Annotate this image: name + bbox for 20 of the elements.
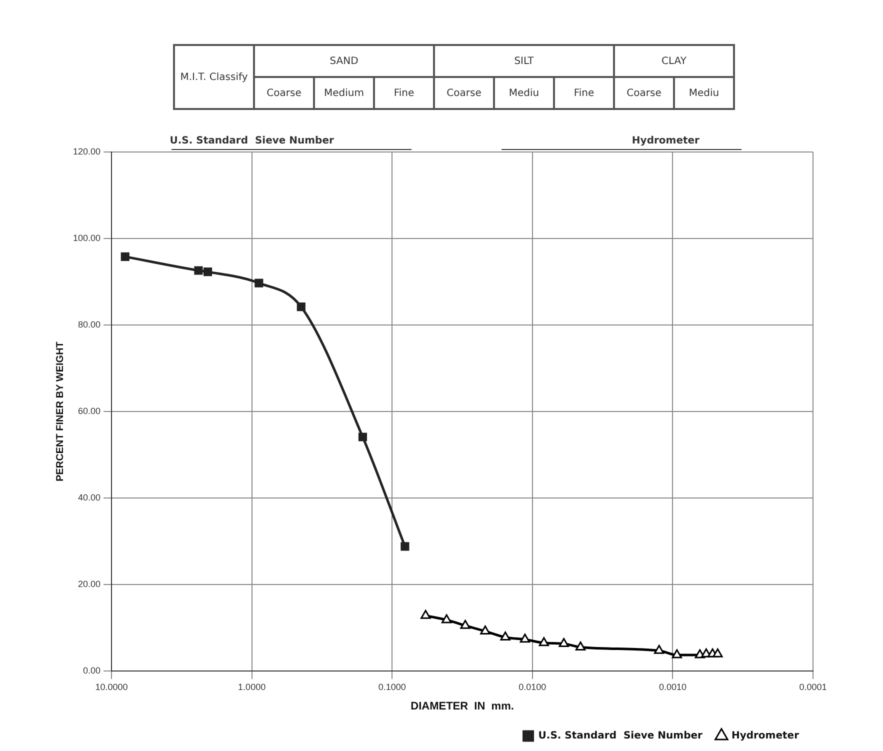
legend-label: Hydrometer — [731, 730, 800, 742]
y-tick-label: 60.00 — [78, 406, 101, 416]
legend-label: U.S. Standard Sieve Number — [538, 730, 703, 742]
y-tick-label: 100.00 — [72, 232, 101, 243]
text: U.S. Standard Sieve Number — [170, 136, 334, 147]
x-tick-label: 0.0100 — [518, 682, 546, 692]
x-tick-label: 0.0001 — [799, 682, 827, 692]
y-tick-label: 0.00 — [82, 665, 101, 676]
x-tick-label: 1.0000 — [238, 682, 266, 692]
y-tick-label: 40.00 — [78, 492, 101, 502]
x-tick-label: 0.1000 — [378, 682, 406, 692]
x-tick-label: 0.0010 — [658, 682, 686, 692]
y-tick-label: 20.00 — [78, 578, 101, 589]
y-tick-label: 120.00 — [72, 146, 101, 156]
y-axis-title: PERCENT FINER BY WEIGHT — [54, 342, 66, 482]
x-tick-label: 10.0000 — [95, 682, 128, 692]
classification-table: M.I.T. Classify SAND SILT CLAY Coarse Medium Fine Coarse Mediu Fine Coarse Mediu — [173, 44, 735, 110]
x-axis-title: DIAMETER IN mm. — [410, 700, 514, 712]
text: Hydrometer — [632, 136, 700, 147]
y-tick-label: 80.00 — [78, 319, 101, 330]
